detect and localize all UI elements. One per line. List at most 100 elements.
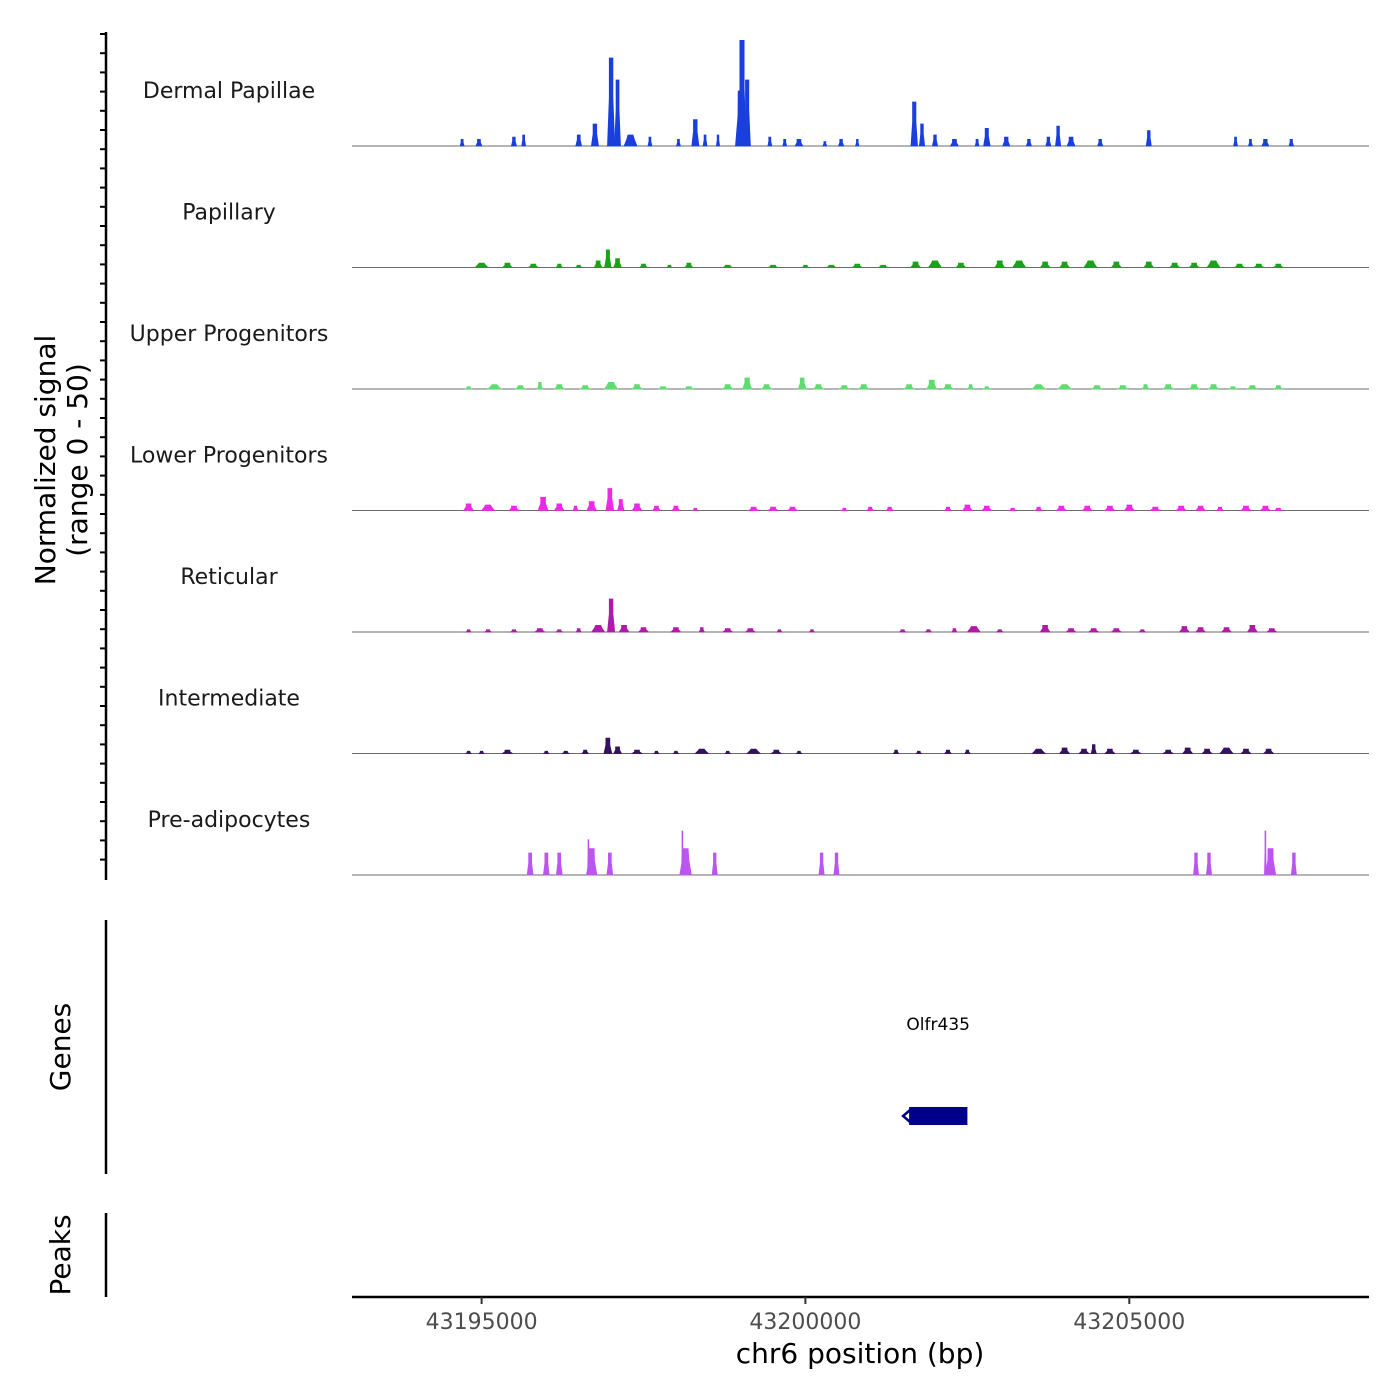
signal-peak <box>1272 263 1285 268</box>
signal-peak <box>542 750 550 754</box>
signal-peak <box>631 503 643 511</box>
signal-peak <box>943 506 953 511</box>
track-label: Pre-adipocytes <box>148 808 311 833</box>
signal-peak <box>607 598 616 633</box>
signal-peak <box>721 384 734 390</box>
signal-peak <box>575 134 583 147</box>
signal-peak <box>1137 629 1147 633</box>
track-upper-progenitors: Upper Progenitors <box>130 322 1369 390</box>
signal-peak <box>684 262 694 268</box>
signal-peak <box>797 377 807 390</box>
signal-peak <box>942 384 954 390</box>
signal-peak <box>698 627 706 633</box>
signal-peak <box>1002 136 1011 147</box>
signal-peak <box>926 379 938 390</box>
signal-peak <box>480 504 496 511</box>
coverage-tracks: Dermal Papillae Papillary Upper Progenitor… <box>130 40 1369 876</box>
signal-peak <box>694 748 710 754</box>
signal-peak <box>579 385 592 390</box>
signal-peak <box>553 384 566 390</box>
signal-peak <box>1201 748 1213 754</box>
signal-peak <box>910 101 918 147</box>
y-axis-title-group: Normalized signal (range 0 - 50) <box>29 335 94 586</box>
signal-peak <box>1288 139 1295 147</box>
x-axis-ticks: 43195000 43200000 43205000 <box>426 1297 1185 1335</box>
signal-peak <box>955 262 967 268</box>
signal-peak <box>1057 384 1072 390</box>
signal-peak <box>909 261 922 268</box>
signal-peak <box>1065 628 1078 633</box>
signal-peak <box>866 506 875 511</box>
signal-peak <box>638 263 649 268</box>
signal-peak <box>786 506 799 511</box>
signal-peak <box>553 503 565 511</box>
signal-peak <box>607 57 616 147</box>
signal-peak <box>1123 504 1136 511</box>
signal-peak <box>542 852 550 876</box>
signal-peak <box>1011 260 1027 268</box>
track-label: Lower Progenitors <box>130 444 328 469</box>
signal-peak <box>613 746 623 754</box>
signal-peak <box>1233 136 1238 147</box>
signal-peak <box>464 750 473 754</box>
signal-peak <box>801 264 810 268</box>
signal-peak <box>475 139 483 147</box>
signal-peak <box>943 749 953 754</box>
signal-peak <box>1233 263 1246 268</box>
signal-peak <box>1272 507 1284 511</box>
signal-peak <box>918 123 926 147</box>
signal-peak <box>1081 505 1094 511</box>
signal-peak <box>982 386 992 390</box>
signal-peak <box>1097 139 1104 147</box>
signal-peak <box>812 384 825 390</box>
signal-peak <box>1205 852 1213 876</box>
signal-peak <box>1188 262 1200 268</box>
signal-peak <box>1246 625 1259 633</box>
signal-peak <box>574 264 584 268</box>
signal-peak <box>691 507 699 511</box>
signal-peak <box>951 628 958 633</box>
signal-peak <box>671 505 681 511</box>
signal-peak <box>462 503 475 511</box>
signal-peak <box>1162 749 1175 754</box>
signal-peak <box>1129 749 1142 754</box>
signal-peak <box>1168 262 1181 268</box>
signal-peak <box>1143 261 1155 268</box>
signal-peak <box>837 139 845 147</box>
signal-peak <box>1116 385 1129 390</box>
signal-peak <box>527 263 540 268</box>
signal-peak <box>1227 386 1239 390</box>
signal-peak <box>510 136 518 147</box>
signal-peak <box>1058 747 1071 754</box>
signal-peak <box>1055 505 1068 511</box>
signal-peak <box>711 852 718 876</box>
signal-peak <box>1264 848 1277 876</box>
signal-peak <box>715 134 721 147</box>
signal-peak <box>618 625 630 633</box>
signal-peak <box>593 260 603 268</box>
signal-peak <box>994 260 1006 268</box>
signal-peak <box>670 627 682 633</box>
signal-peak <box>1194 627 1207 633</box>
track-intermediate: Intermediate <box>158 687 1369 754</box>
genes-track: Olfr435 <box>901 1015 970 1125</box>
signal-peak <box>1145 130 1152 147</box>
signal-peak <box>1008 507 1018 511</box>
x-axis-title: chr6 position (bp) <box>736 1337 985 1370</box>
track-label: Intermediate <box>158 687 300 712</box>
gene-label: Olfr435 <box>906 1015 970 1035</box>
signal-peak <box>555 852 563 876</box>
signal-peak <box>742 377 753 390</box>
signal-peak <box>477 750 486 754</box>
signal-peak <box>1273 385 1284 390</box>
signal-peak <box>1083 260 1098 268</box>
signal-peak <box>554 629 564 633</box>
signal-peak <box>1104 505 1116 511</box>
signal-peak <box>1045 136 1052 147</box>
signal-peak <box>1110 628 1123 633</box>
signal-peak <box>967 384 974 390</box>
signal-peak <box>794 139 804 147</box>
track-pre-adipocytes: Pre-adipocytes <box>148 808 1369 876</box>
signal-peak <box>724 750 732 754</box>
signal-peak <box>514 385 527 390</box>
